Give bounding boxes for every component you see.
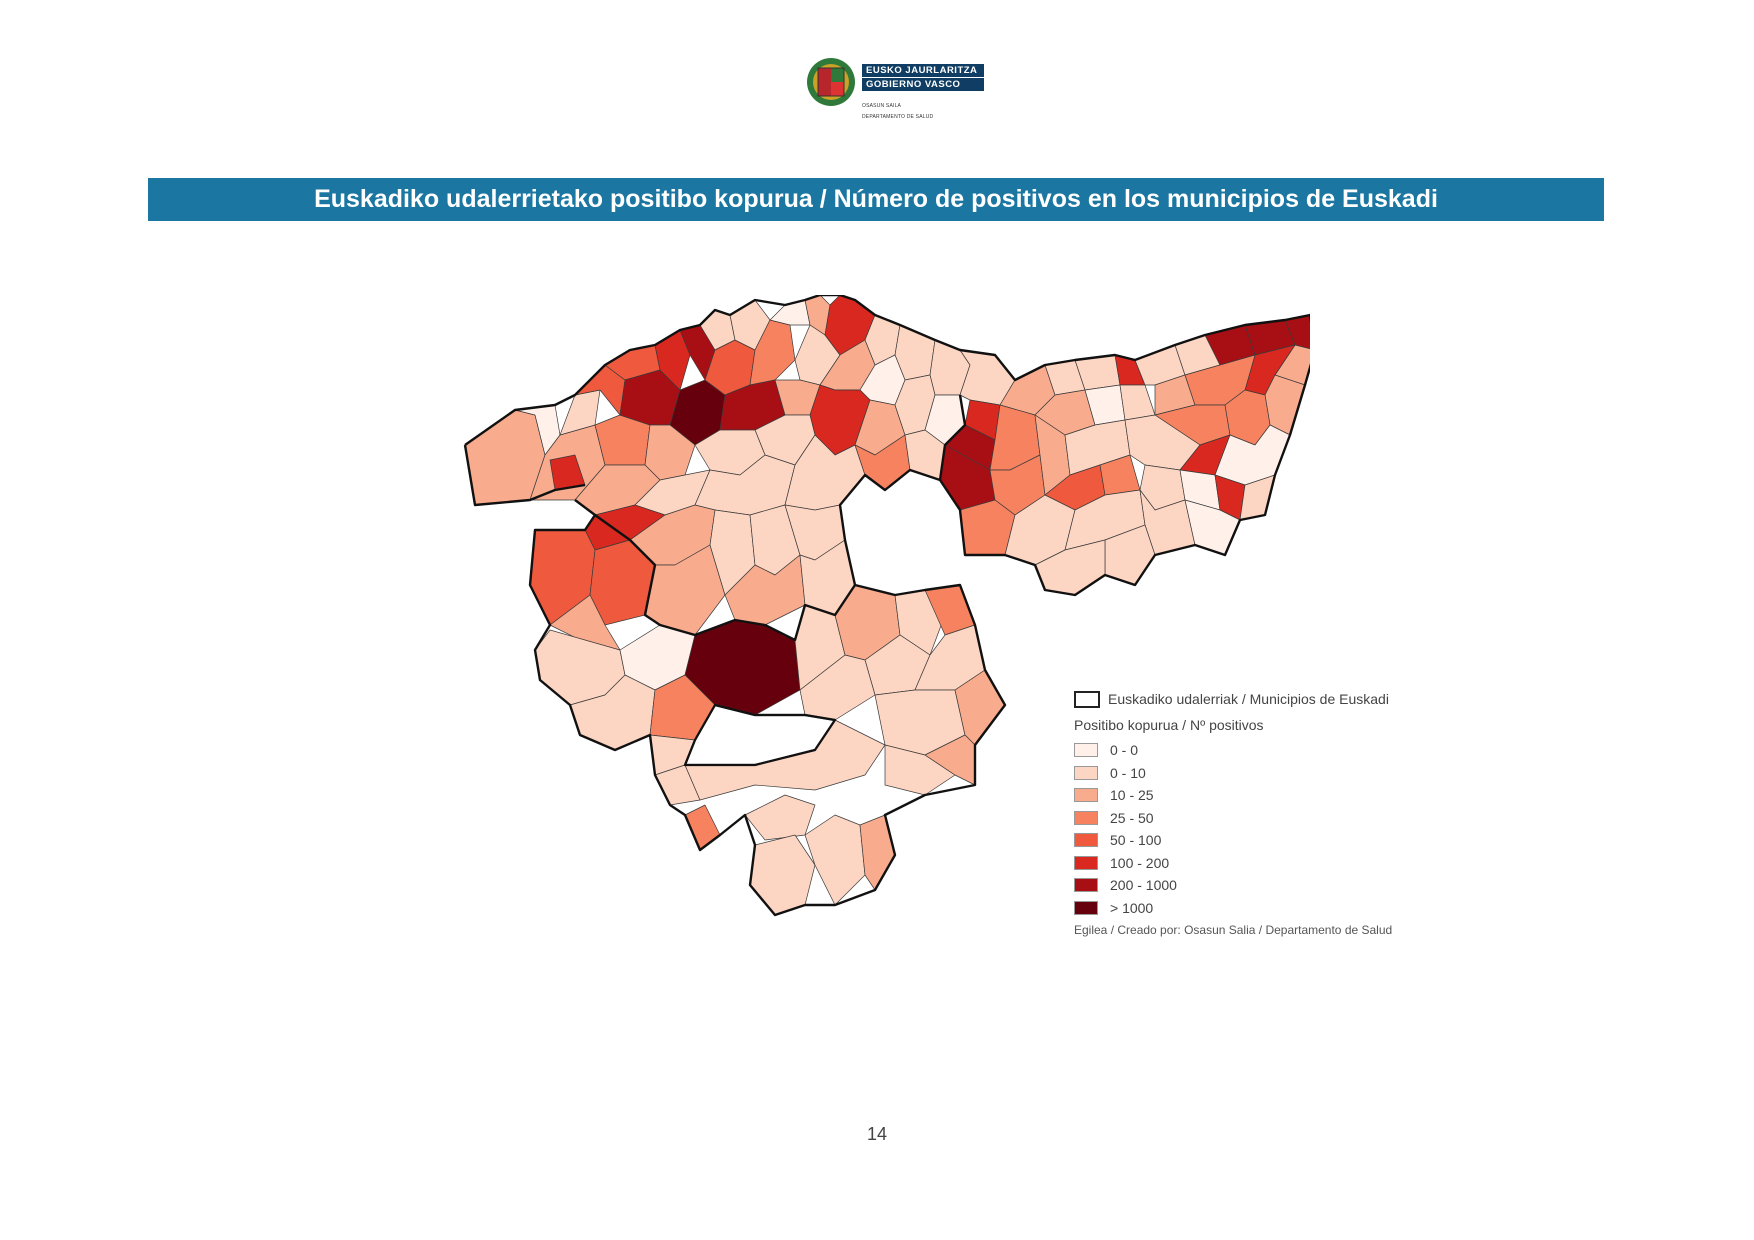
map-legend: Euskadiko udalerriak / Municipios de Eus… — [1074, 688, 1434, 937]
legend-item: 10 - 25 — [1074, 784, 1434, 807]
legend-item-label: 0 - 10 — [1110, 764, 1146, 781]
legend-item-label: > 1000 — [1110, 899, 1154, 916]
government-logo: EUSKO JAURLARITZA GOBIERNO VASCO OSASUN … — [805, 56, 985, 128]
municipality — [749, 834, 816, 916]
legend-swatch — [1074, 855, 1098, 870]
legend-swatch — [1074, 765, 1098, 780]
legend-title: Positibo kopurua / Nº positivos — [1074, 717, 1264, 733]
legend-boundary-entry: Euskadiko udalerriak / Municipios de Eus… — [1074, 688, 1434, 710]
logo-sub-2: DEPARTAMENTO DE SALUD — [862, 114, 934, 120]
legend-item-label: 200 - 1000 — [1110, 877, 1177, 894]
municipality — [804, 814, 866, 906]
legend-swatch — [1074, 878, 1098, 893]
legend-swatch — [1074, 788, 1098, 803]
legend-item: 25 - 50 — [1074, 807, 1434, 830]
legend-item-label: 25 - 50 — [1110, 809, 1154, 826]
page-title: Euskadiko udalerrietako positibo kopurua… — [148, 178, 1604, 221]
legend-item: 200 - 1000 — [1074, 874, 1434, 897]
legend-item: 0 - 10 — [1074, 762, 1434, 785]
legend-swatch — [1074, 900, 1098, 915]
legend-item: > 1000 — [1074, 897, 1434, 920]
logo-sub-1: OSASUN SAILA — [862, 103, 902, 109]
legend-swatch — [1074, 833, 1098, 848]
legend-classes: 0 - 0 0 - 10 10 - 25 25 - 50 50 - 100 100 - 2… — [1074, 739, 1434, 919]
logo-line-2: GOBIERNO VASCO — [862, 78, 984, 92]
municipality — [859, 814, 896, 891]
legend-item-label: 50 - 100 — [1110, 832, 1162, 849]
legend-swatch — [1074, 810, 1098, 825]
map-credit: Egilea / Creado por: Osasun Salia / Depa… — [1074, 923, 1393, 937]
boundary-swatch — [1074, 690, 1100, 708]
legend-swatch — [1074, 743, 1098, 758]
municipality — [744, 794, 816, 841]
municipality — [884, 744, 956, 796]
logo-line-1: EUSKO JAURLARITZA — [862, 64, 984, 78]
legend-item: 0 - 0 — [1074, 739, 1434, 762]
legend-item-label: 0 - 0 — [1110, 742, 1139, 759]
legend-item: 50 - 100 — [1074, 829, 1434, 852]
legend-item: 100 - 200 — [1074, 852, 1434, 875]
page-number: 14 — [866, 1124, 888, 1144]
choropleth-map — [463, 295, 1310, 917]
legend-item-label: 100 - 200 — [1110, 854, 1170, 871]
legend-boundary-label: Euskadiko udalerriak / Municipios de Eus… — [1108, 691, 1389, 707]
legend-item-label: 10 - 25 — [1110, 787, 1154, 804]
municipality — [1119, 384, 1156, 421]
coat-of-arms-icon — [807, 58, 855, 106]
